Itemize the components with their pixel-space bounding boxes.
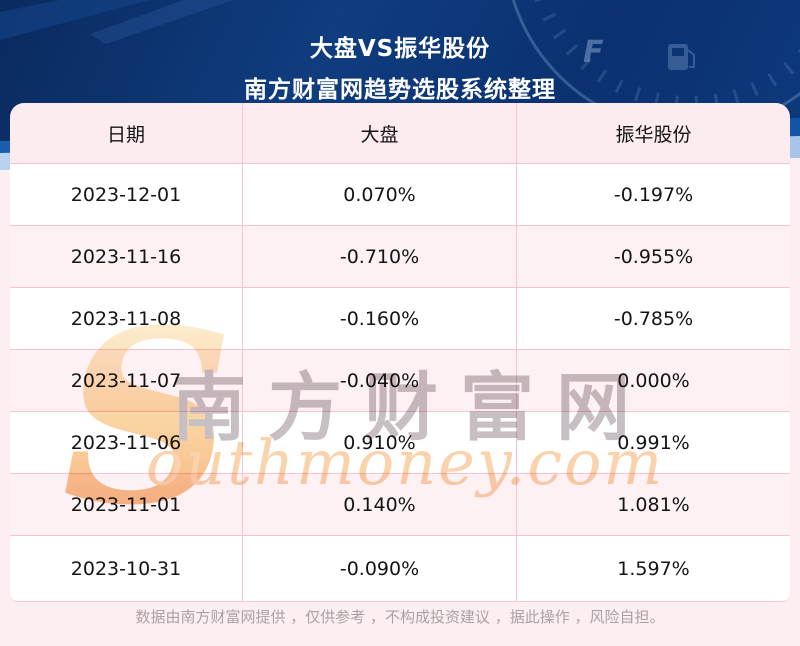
- cell-stock: 0.991%: [617, 431, 690, 454]
- table-row: 2023-11-08 -0.160% -0.785%: [10, 287, 790, 349]
- cell-market: 0.140%: [243, 474, 517, 535]
- disclaimer-text: 数据由南方财富网提供 ，仅供参考 ，不构成投资建议 ，据此操作 ，风险自担。: [135, 608, 665, 626]
- cell-date: 2023-11-07: [10, 350, 243, 411]
- cell-date: 2023-11-16: [10, 226, 243, 287]
- header: 大盘VS振华股份 南方财富网趋势选股系统整理: [0, 0, 800, 104]
- column-header-market: 大盘: [243, 103, 517, 163]
- comparison-table: 日期 大盘 振华股份 2023-12-01 0.070% -0.197% 202…: [10, 103, 790, 602]
- cell-market: -0.710%: [243, 226, 517, 287]
- cell-market: -0.160%: [243, 288, 517, 349]
- cell-date: 2023-12-01: [10, 164, 243, 225]
- cell-stock: -0.785%: [613, 307, 694, 330]
- column-header-date: 日期: [10, 103, 243, 163]
- cell-stock: -0.955%: [613, 245, 694, 268]
- table-row: 2023-11-07 -0.040% 0.000%: [10, 349, 790, 411]
- column-header-stock: 振华股份: [615, 123, 692, 146]
- table-row: 2023-12-01 0.070% -0.197%: [10, 163, 790, 225]
- cell-market: -0.090%: [243, 536, 517, 601]
- table-row: 2023-11-01 0.140% 1.081%: [10, 473, 790, 535]
- cell-market: 0.070%: [243, 164, 517, 225]
- table-row: 2023-11-16 -0.710% -0.955%: [10, 225, 790, 287]
- cell-date: 2023-10-31: [10, 536, 243, 601]
- table-row: 2023-11-06 0.910% 0.991%: [10, 411, 790, 473]
- cell-stock: 1.081%: [617, 493, 690, 516]
- page-title: 大盘VS振华股份: [309, 36, 491, 62]
- cell-date: 2023-11-06: [10, 412, 243, 473]
- table-row: 2023-10-31 -0.090% 1.597%: [10, 535, 790, 601]
- cell-market: 0.910%: [243, 412, 517, 473]
- cell-stock: 0.000%: [617, 369, 690, 392]
- page-subtitle: 南方财富网趋势选股系统整理: [244, 77, 556, 103]
- cell-stock: -0.197%: [613, 183, 694, 206]
- svg-text:F: F: [583, 35, 604, 70]
- cell-stock: 1.597%: [617, 557, 690, 580]
- table-header-row: 日期 大盘 振华股份: [10, 103, 790, 163]
- cell-date: 2023-11-08: [10, 288, 243, 349]
- cell-market: -0.040%: [243, 350, 517, 411]
- cell-date: 2023-11-01: [10, 474, 243, 535]
